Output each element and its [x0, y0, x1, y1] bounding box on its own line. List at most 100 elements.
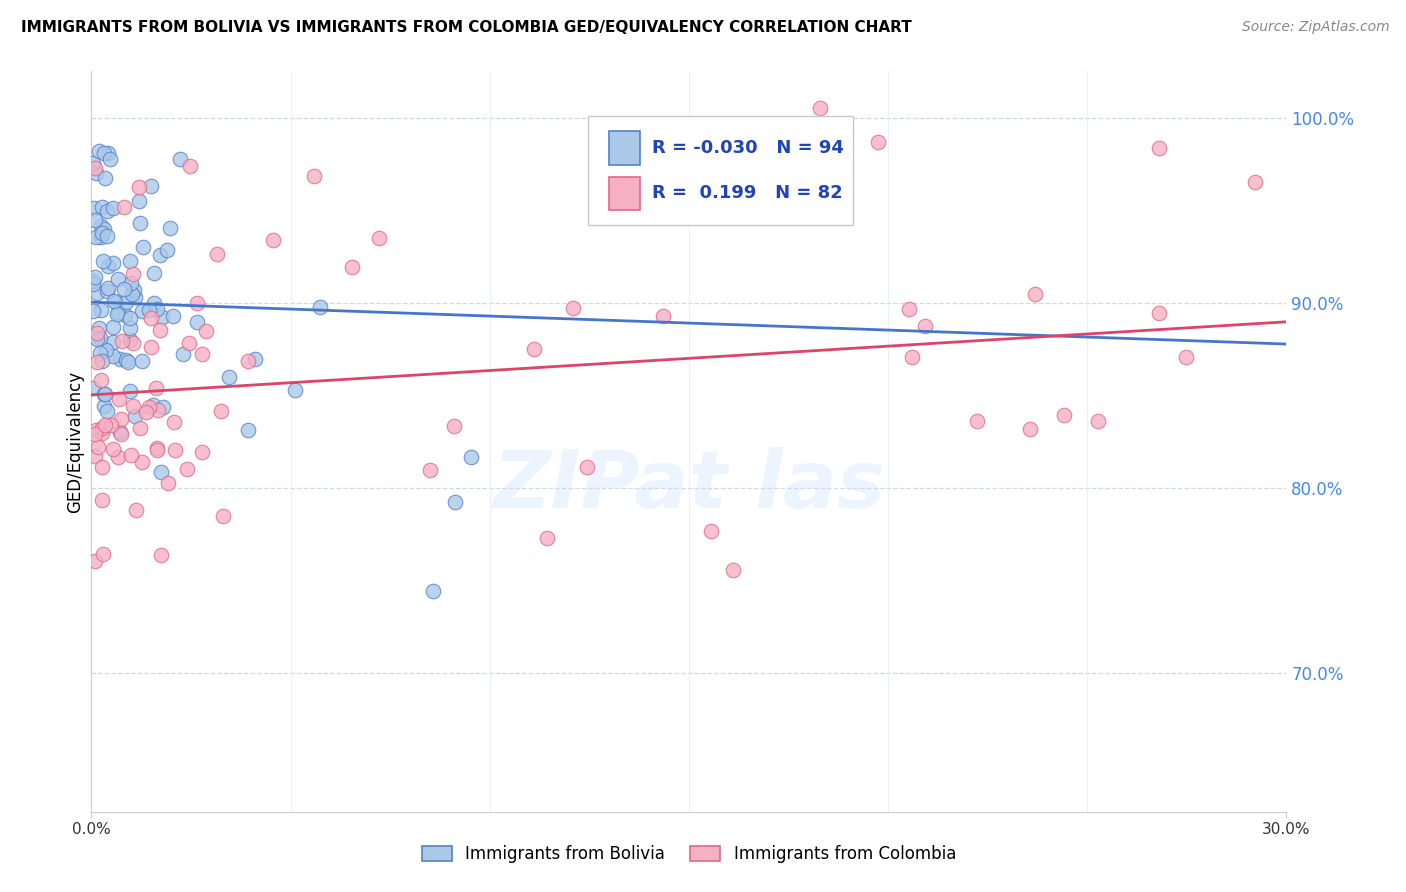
Point	[101, 256, 124, 270]
Point	[145, 381, 167, 395]
Point	[149, 549, 172, 563]
Point	[124, 290, 146, 304]
Point	[651, 309, 673, 323]
Point	[195, 324, 218, 338]
Point	[146, 441, 169, 455]
Point	[156, 476, 179, 491]
Point	[84, 230, 107, 244]
Point	[422, 583, 444, 598]
Point	[96, 203, 118, 218]
Point	[699, 524, 721, 538]
Point	[84, 554, 107, 568]
Point	[97, 259, 120, 273]
Point	[93, 222, 115, 236]
Point	[122, 267, 145, 281]
Point	[368, 231, 391, 245]
Point	[86, 326, 108, 341]
Point	[84, 423, 107, 437]
Point	[966, 414, 988, 428]
Point	[139, 179, 162, 194]
Point	[97, 281, 120, 295]
Point	[118, 321, 141, 335]
Legend: Immigrants from Bolivia, Immigrants from Colombia: Immigrants from Bolivia, Immigrants from…	[415, 838, 963, 870]
Point	[901, 350, 924, 364]
Point	[866, 135, 889, 149]
Point	[91, 200, 114, 214]
Point	[135, 405, 157, 419]
Point	[149, 466, 172, 480]
Point	[128, 180, 150, 194]
Point	[110, 425, 132, 439]
Point	[138, 400, 160, 414]
Point	[93, 146, 115, 161]
Point	[90, 373, 112, 387]
Point	[120, 310, 142, 325]
Point	[1024, 287, 1046, 301]
Point	[143, 266, 166, 280]
Point	[89, 346, 111, 360]
Point	[82, 304, 104, 318]
Point	[236, 423, 259, 437]
Point	[83, 201, 105, 215]
Point	[90, 302, 112, 317]
Point	[128, 194, 150, 208]
Point	[120, 384, 142, 398]
Point	[176, 462, 198, 476]
Point	[84, 161, 107, 175]
Point	[156, 243, 179, 257]
Point	[191, 444, 214, 458]
Point	[115, 295, 138, 310]
Point	[143, 296, 166, 310]
Point	[243, 352, 266, 367]
Point	[122, 283, 145, 297]
Point	[112, 282, 135, 296]
Point	[150, 310, 173, 324]
Point	[1087, 414, 1109, 428]
Point	[84, 166, 107, 180]
Point	[460, 450, 482, 464]
Point	[120, 276, 142, 290]
Point	[101, 334, 124, 349]
Point	[165, 443, 187, 458]
Point	[162, 309, 184, 323]
Text: Source: ZipAtlas.com: Source: ZipAtlas.com	[1241, 20, 1389, 34]
Point	[96, 229, 118, 244]
Point	[96, 404, 118, 418]
Point	[114, 308, 136, 322]
Point	[89, 331, 111, 345]
Point	[90, 492, 112, 507]
Point	[96, 285, 118, 299]
Point	[93, 399, 115, 413]
Point	[108, 351, 131, 366]
Point	[107, 305, 129, 319]
Point	[90, 219, 112, 233]
Point	[131, 304, 153, 318]
Point	[86, 332, 108, 346]
Point	[87, 144, 110, 158]
Point	[1244, 175, 1267, 190]
Point	[131, 455, 153, 469]
Point	[97, 146, 120, 161]
Point	[444, 495, 467, 509]
Point	[91, 426, 114, 441]
Point	[218, 370, 240, 384]
Point	[148, 403, 170, 417]
Point	[141, 340, 163, 354]
Point	[211, 404, 233, 418]
Point	[90, 354, 112, 368]
Point	[122, 336, 145, 351]
Point	[536, 532, 558, 546]
Point	[576, 460, 599, 475]
Y-axis label: GED/Equivalency: GED/Equivalency	[66, 370, 84, 513]
Point	[103, 349, 125, 363]
Point	[205, 246, 228, 260]
Point	[91, 459, 114, 474]
Point	[124, 409, 146, 423]
Point	[118, 333, 141, 347]
Point	[1053, 408, 1076, 422]
Point	[342, 260, 364, 274]
Point	[1019, 422, 1042, 436]
Point	[443, 419, 465, 434]
Point	[159, 221, 181, 235]
Point	[138, 303, 160, 318]
